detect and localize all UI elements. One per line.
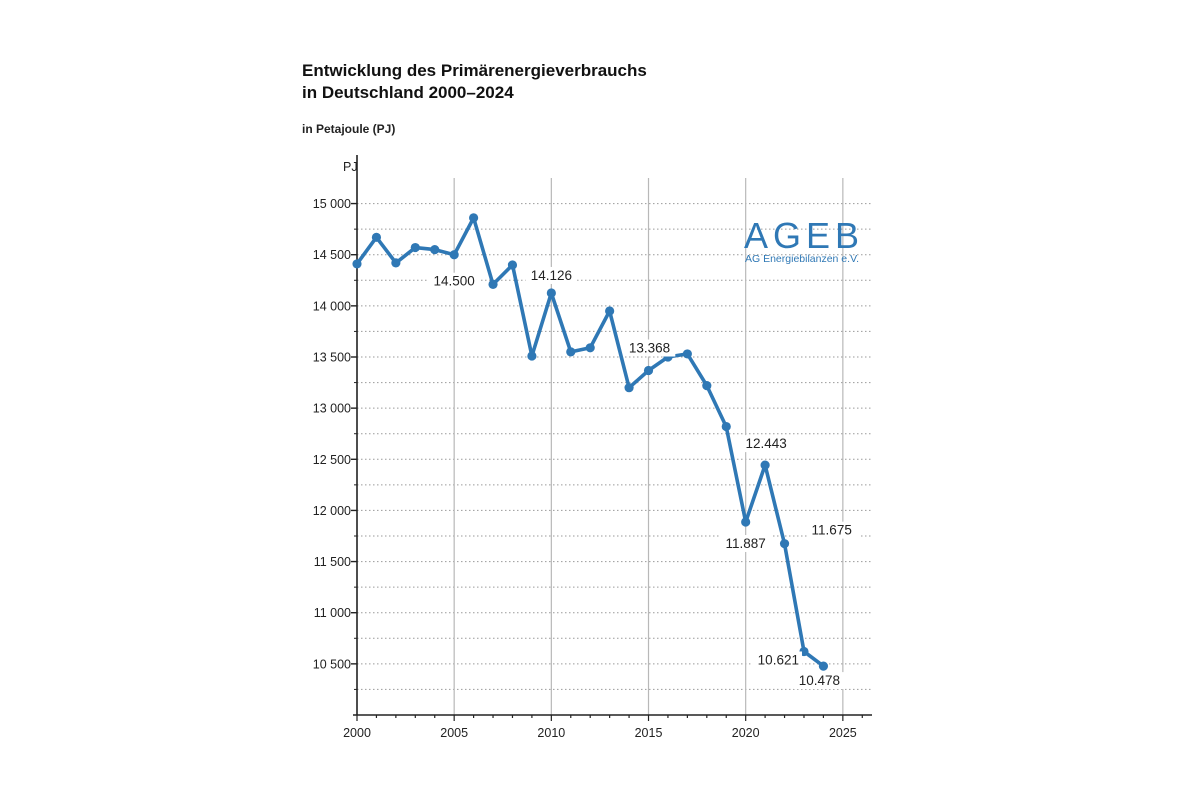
data-point [760,460,770,470]
y-tick-label: 12 000 [313,504,351,518]
data-label: 11.887 [726,536,766,551]
data-labels: 14.500 14.126 13.368 11.887 12.443 11.675 10.6… [428,266,861,690]
data-label: 12.443 [745,436,786,451]
data-point [430,245,440,255]
chart-title-line2: in Deutschland 2000–2024 [302,83,514,102]
data-point [605,306,615,316]
data-point [585,343,595,353]
data-label: 10.621 [758,652,799,667]
data-label: 10.478 [799,673,840,688]
y-tick-label: 15 000 [313,197,351,211]
data-label-bg [623,339,676,357]
data-label-bg [793,672,846,690]
y-tick-label: 11 500 [314,555,351,569]
data-point [624,383,634,393]
data-point [371,232,382,242]
data-series [352,213,829,671]
x-tick-label: 2005 [440,726,468,740]
y-tick-label: 10 500 [313,657,351,671]
data-point [469,213,479,223]
y-axis-label: PJ [343,160,358,174]
data-point [507,260,518,270]
data-point [391,258,401,268]
x-tick-label: 2020 [732,726,760,740]
data-point [546,288,556,298]
data-point [721,421,731,432]
chart-subtitle: in Petajoule (PJ) [302,122,396,136]
y-tick-label: 11 000 [314,606,351,620]
data-point [488,279,498,289]
data-point [779,539,790,549]
data-point [682,349,692,359]
data-label-bg [719,534,772,552]
data-label: 11.675 [812,523,852,538]
y-tick-label: 13 000 [313,402,351,416]
data-point [702,381,712,391]
data-point [449,250,459,260]
data-point [410,242,420,253]
data-point [818,661,829,671]
data-point [527,351,537,361]
data-label-bg [740,435,792,453]
data-point [643,365,654,376]
data-point [352,259,362,269]
tick-labels: 10 500 11 000 11 500 12 000 12 500 13 000 13 5… [313,197,857,740]
data-point [741,517,751,527]
x-tick-label: 2025 [829,726,857,740]
axes [351,155,872,721]
chart-title-line1: Entwicklung des Primärenergieverbrauchs [302,61,647,80]
x-tick-label: 2000 [343,726,371,740]
x-tick-label: 2010 [537,726,565,740]
data-label: 13.368 [629,341,670,356]
data-label-bg [750,651,802,669]
y-tick-label: 14 500 [313,248,351,262]
data-label-bg [525,266,578,284]
data-label-bg [428,272,480,290]
data-label: 14.126 [531,268,572,283]
ageb-logo-subtext: AG Energiebilanzen e.V. [745,253,859,265]
y-tick-label: 14 000 [313,299,351,313]
data-label: 14.500 [434,274,475,289]
y-tick-label: 13 500 [313,351,351,365]
ageb-logo-text: AGEB [744,215,864,256]
chart-title: Entwicklung des Primärenergieverbrauchs … [302,60,647,104]
ageb-logo: AGEB AG Energiebilanzen e.V. [744,215,864,265]
x-tick-label: 2015 [635,726,663,740]
y-tick-label: 12 500 [313,453,351,467]
data-label-bg [808,521,861,539]
data-point [566,347,576,357]
